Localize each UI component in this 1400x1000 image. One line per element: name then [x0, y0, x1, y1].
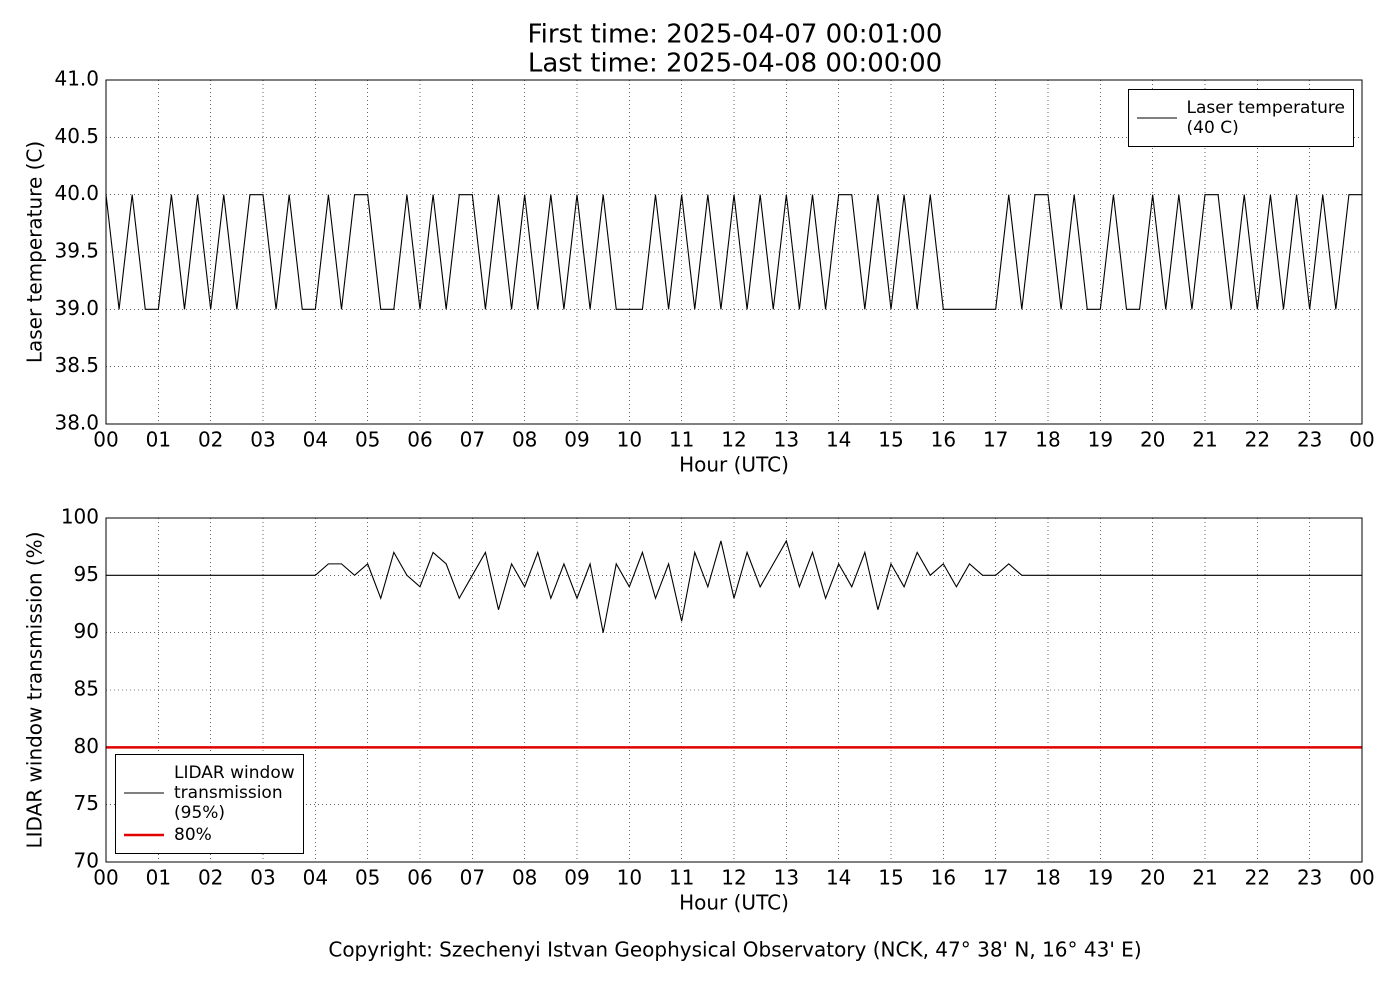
x-tick-label: 16	[931, 866, 956, 890]
plot-frame	[105, 517, 1363, 863]
x-tick-label: 19	[1088, 866, 1113, 890]
legend-swatch	[1136, 117, 1177, 119]
x-tick-label: 05	[355, 428, 380, 452]
x-tick-label: 03	[250, 428, 275, 452]
x-tick-label: 03	[250, 866, 275, 890]
x-tick-label: 16	[931, 428, 956, 452]
legend-label: 80%	[174, 825, 212, 845]
legend: LIDAR window transmission (95%) 80%	[115, 754, 304, 854]
y-tick-label: 90	[74, 619, 99, 643]
x-tick-label: 08	[512, 866, 537, 890]
legend-entry: Laser temperature (40 C)	[1136, 98, 1345, 138]
legend: Laser temperature (40 C)	[1127, 89, 1354, 147]
x-tick-label: 00	[1349, 428, 1374, 452]
x-tick-label: 12	[721, 428, 746, 452]
copyright: Copyright: Szechenyi Istvan Geophysical …	[328, 938, 1141, 962]
y-tick-label: 70	[74, 849, 99, 873]
x-axis-label: Hour (UTC)	[679, 891, 789, 915]
x-tick-label: 08	[512, 428, 537, 452]
x-tick-label: 13	[774, 428, 799, 452]
x-tick-label: 04	[303, 866, 328, 890]
x-tick-label: 01	[146, 428, 171, 452]
y-tick-label: 38.0	[54, 411, 99, 435]
x-tick-label: 18	[1035, 428, 1060, 452]
series-line	[105, 194, 1362, 310]
x-tick-label: 02	[198, 428, 223, 452]
x-tick-label: 22	[1245, 866, 1270, 890]
x-axis-label: Hour (UTC)	[679, 453, 789, 477]
legend-label: Laser temperature (40 C)	[1186, 98, 1345, 138]
x-tick-label: 14	[826, 428, 851, 452]
x-tick-label: 15	[878, 428, 903, 452]
x-tick-label: 01	[146, 866, 171, 890]
x-tick-label: 13	[774, 866, 799, 890]
y-tick-label: 95	[74, 562, 99, 586]
y-tick-label: 85	[74, 677, 99, 701]
x-tick-label: 09	[564, 866, 589, 890]
legend-label: LIDAR window transmission (95%)	[174, 763, 295, 823]
x-tick-label: 18	[1035, 866, 1060, 890]
x-tick-label: 00	[1349, 866, 1374, 890]
x-tick-label: 17	[983, 428, 1008, 452]
x-tick-label: 14	[826, 866, 851, 890]
x-tick-label: 11	[669, 866, 694, 890]
x-tick-label: 12	[721, 866, 746, 890]
x-tick-label: 22	[1245, 428, 1270, 452]
x-tick-label: 09	[564, 428, 589, 452]
x-tick-label: 00	[93, 866, 118, 890]
x-tick-label: 23	[1297, 428, 1322, 452]
x-tick-label: 23	[1297, 866, 1322, 890]
title-line: Last time: 2025-04-08 00:00:00	[528, 49, 942, 79]
legend-swatch	[124, 792, 164, 794]
legend-swatch	[124, 833, 164, 837]
x-tick-label: 20	[1140, 866, 1165, 890]
y-tick-label: 39.0	[54, 296, 99, 320]
x-tick-label: 17	[983, 866, 1008, 890]
legend-entry: 80%	[124, 825, 295, 845]
x-tick-label: 06	[407, 428, 432, 452]
x-tick-label: 10	[617, 866, 642, 890]
x-tick-label: 11	[669, 428, 694, 452]
x-tick-label: 06	[407, 866, 432, 890]
x-tick-label: 21	[1192, 866, 1217, 890]
y-tick-label: 100	[61, 505, 99, 529]
x-tick-label: 10	[617, 428, 642, 452]
y-tick-label: 39.5	[54, 239, 99, 263]
x-tick-label: 20	[1140, 428, 1165, 452]
plot-frame	[105, 79, 1363, 425]
title-line: First time: 2025-04-07 00:01:00	[528, 20, 943, 50]
y-tick-label: 38.5	[54, 353, 99, 377]
legend-entry: LIDAR window transmission (95%)	[124, 763, 295, 823]
x-tick-label: 00	[93, 428, 118, 452]
x-tick-label: 02	[198, 866, 223, 890]
y-tick-label: 40.0	[54, 181, 99, 205]
x-tick-label: 19	[1088, 428, 1113, 452]
x-tick-label: 15	[878, 866, 903, 890]
x-tick-label: 21	[1192, 428, 1217, 452]
y-tick-label: 41.0	[54, 67, 99, 91]
y-tick-label: 80	[74, 734, 99, 758]
x-tick-label: 04	[303, 428, 328, 452]
x-tick-label: 07	[460, 428, 485, 452]
y-axis-label: LIDAR window transmission (%)	[23, 532, 47, 849]
y-tick-label: 75	[74, 791, 99, 815]
x-tick-label: 07	[460, 866, 485, 890]
y-axis-label: Laser temperature (C)	[23, 141, 47, 363]
series-line	[106, 539, 1362, 633]
y-tick-label: 40.5	[54, 124, 99, 148]
x-tick-label: 05	[355, 866, 380, 890]
